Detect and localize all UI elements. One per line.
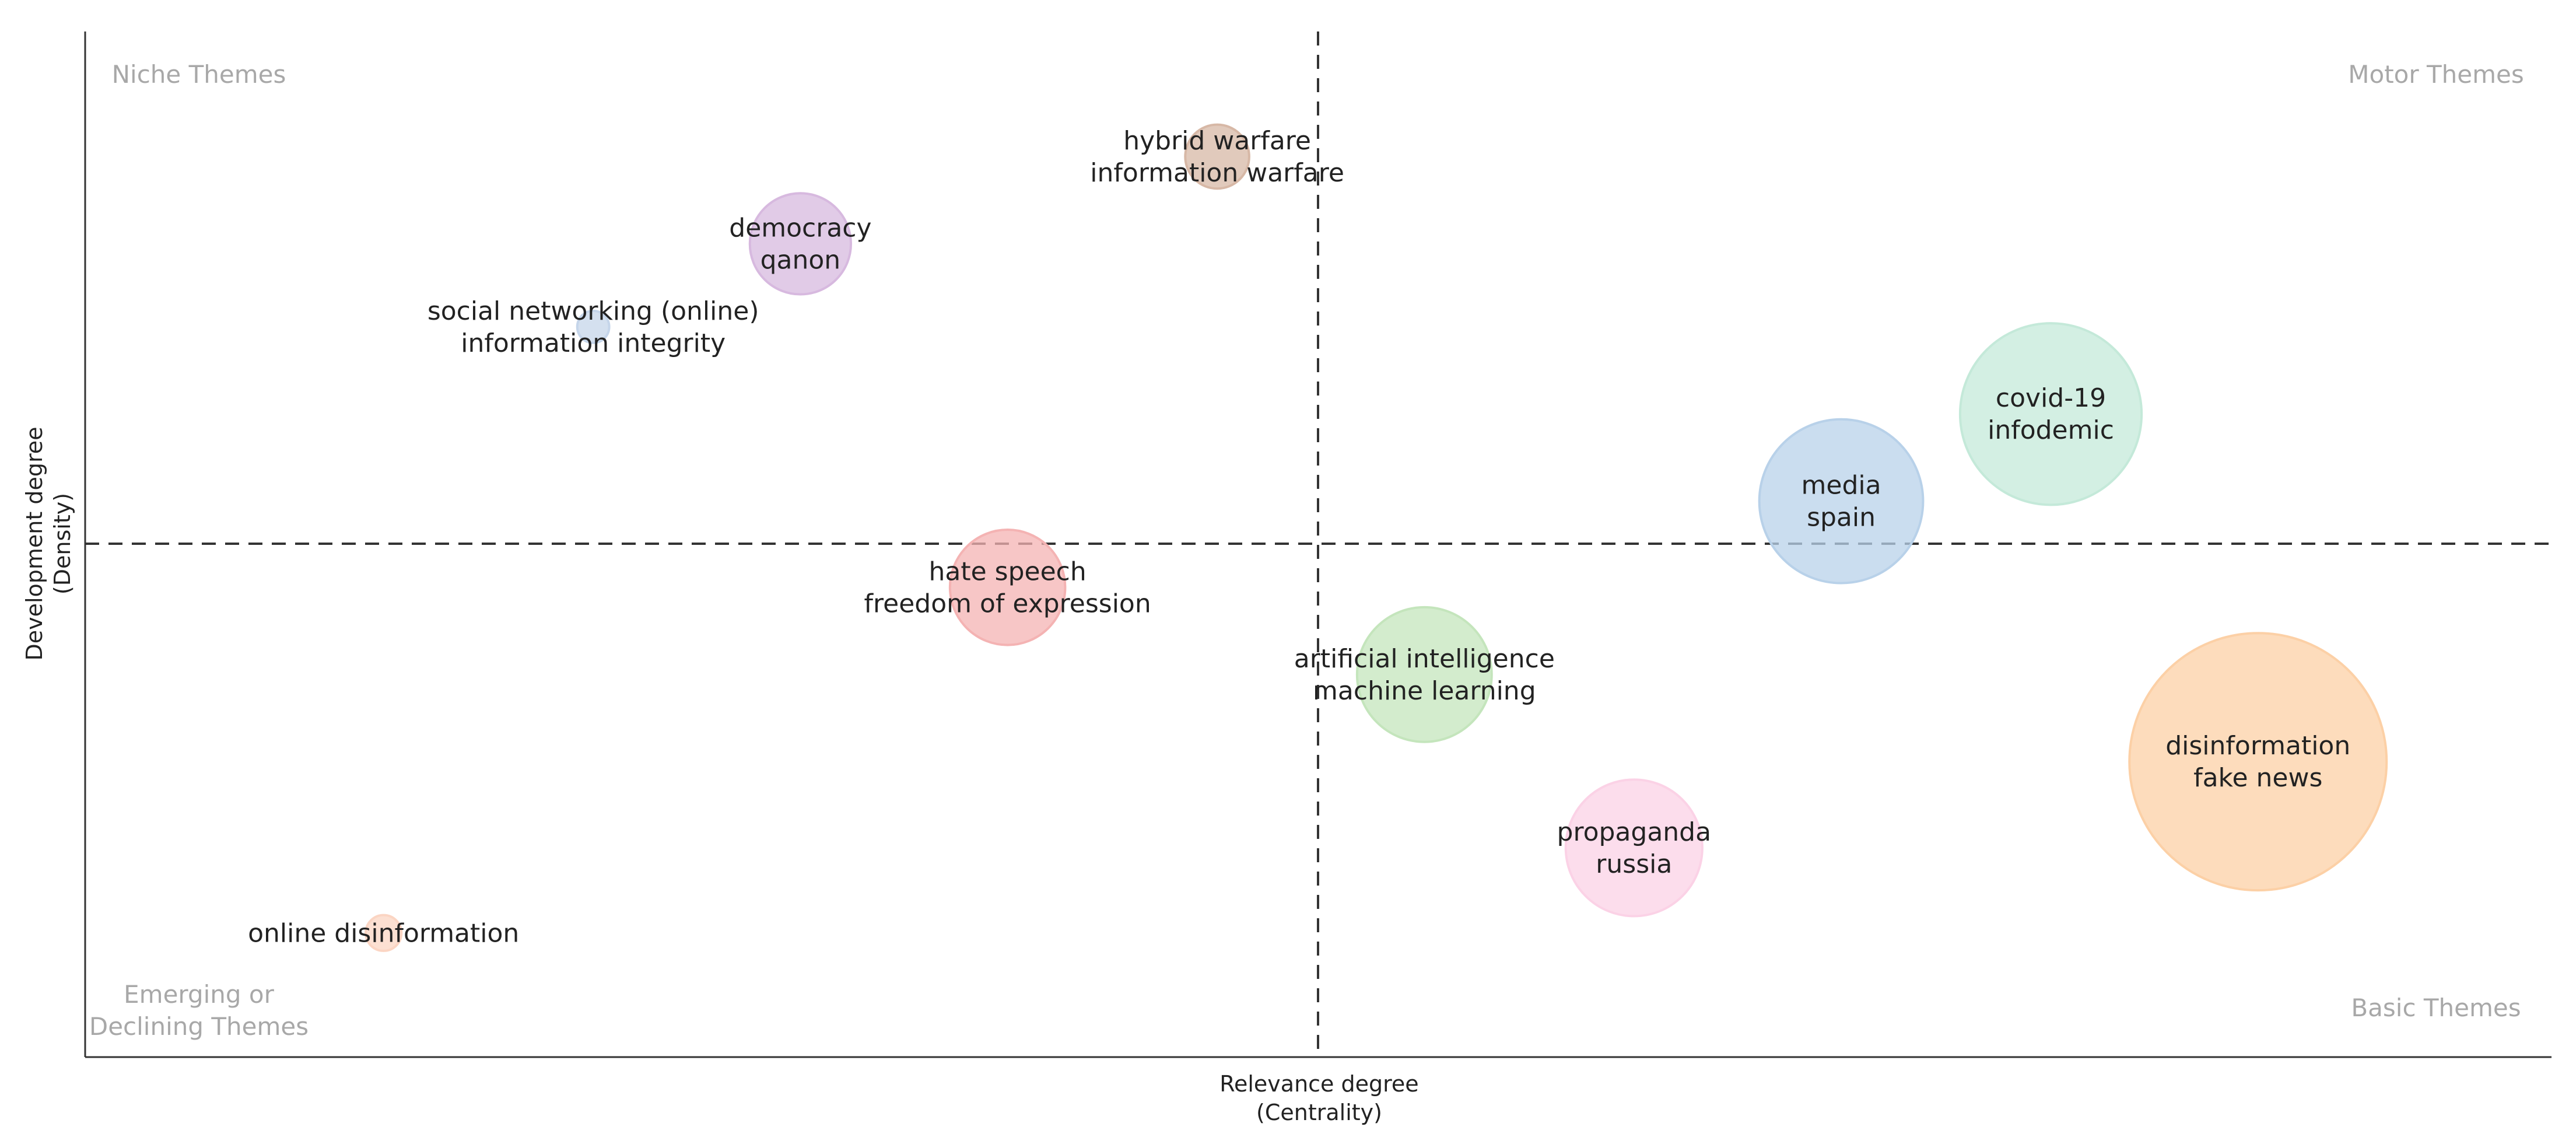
bubble-circle-covid-19 (1958, 322, 2143, 506)
bubble-hate-speech: hate speech freedom of expression (864, 529, 1151, 646)
bubble-label-democracy: democracy qanon (729, 213, 871, 275)
bubble-label-line: online disinformation (248, 918, 519, 948)
bubble-label-line: machine learning (1313, 676, 1536, 706)
bubble-label-line: qanon (760, 245, 841, 275)
bubble-label-line: media (1802, 471, 1881, 501)
quadrant-label-bottom-right: Basic Themes (2351, 993, 2521, 1022)
bubble-artificial-intelligence: artificial intelligence machine learning (1294, 606, 1555, 743)
bubble-label-line: freedom of expression (864, 589, 1151, 618)
x-axis-label: Relevance degree (Centrality) (1219, 1071, 1418, 1125)
bubble-circle-social-networking (576, 309, 611, 344)
bubble-label-media: media spain (1802, 471, 1881, 533)
y-axis-label: Development degree (Density) (22, 426, 75, 660)
bubble-circle-online-disinformation (365, 914, 403, 952)
bubble-label-line: fake news (2193, 763, 2322, 793)
bubble-label-line: russia (1596, 849, 1672, 879)
bubble-circle-artificial-intelligence (1355, 606, 1493, 743)
bubble-label-online-disinformation: online disinformation (248, 918, 519, 948)
bubble-circle-disinformation (2128, 632, 2388, 892)
bubble-label-line: hybrid warfare (1123, 126, 1311, 156)
bubble-label-line: hate speech (929, 557, 1087, 586)
bubble-label-line: information integrity (461, 328, 726, 358)
bubble-circle-media (1758, 418, 1925, 585)
bubble-label-covid-19: covid-19 infodemic (1988, 383, 2114, 445)
bubble-label-line: infodemic (1988, 415, 2114, 445)
bubble-points: hybrid warfare information warfare democra… (248, 123, 2388, 952)
bubble-democracy: democracy qanon (729, 192, 872, 296)
bubble-circle-hybrid-warfare (1184, 123, 1250, 190)
bubble-circle-propaganda (1564, 778, 1704, 918)
bubble-label-line: artificial intelligence (1294, 644, 1555, 674)
bubble-label-line: social networking (online) (427, 296, 759, 326)
bubble-label-hate-speech: hate speech freedom of expression (864, 557, 1151, 618)
bubble-hybrid-warfare: hybrid warfare information warfare (1090, 123, 1344, 190)
quadrant-label-bottom-left: Emerging or Declining Themes (89, 980, 309, 1041)
bubble-label-social-networking: social networking (online) information in… (427, 296, 759, 358)
bubble-propaganda: propaganda russia (1557, 778, 1712, 918)
bubble-label-line: disinformation (2165, 731, 2350, 761)
bubble-label-disinformation: disinformation fake news (2165, 731, 2350, 793)
bubble-label-line: democracy (729, 213, 871, 243)
bubble-label-line: spain (1807, 503, 1876, 533)
bubble-label-artificial-intelligence: artificial intelligence machine learning (1294, 644, 1555, 706)
bubble-label-line: propaganda (1557, 817, 1712, 847)
bubble-social-networking: social networking (online) information in… (427, 296, 759, 358)
quadrant-label-top-right: Motor Themes (2348, 60, 2524, 89)
bubble-label-line: information warfare (1090, 158, 1344, 188)
bubble-circle-democracy (748, 192, 853, 296)
bubble-covid-19: covid-19 infodemic (1958, 322, 2143, 506)
bubble-circle-hate-speech (948, 529, 1067, 646)
bubble-disinformation: disinformation fake news (2128, 632, 2388, 892)
bubble-media: media spain (1758, 418, 1925, 585)
bubble-label-propaganda: propaganda russia (1557, 817, 1712, 879)
bubble-label-line: covid-19 (1996, 383, 2106, 413)
bubble-label-hybrid-warfare: hybrid warfare information warfare (1090, 126, 1344, 188)
quadrant-label-top-left: Niche Themes (112, 60, 286, 89)
bubble-online-disinformation: online disinformation (248, 914, 519, 952)
